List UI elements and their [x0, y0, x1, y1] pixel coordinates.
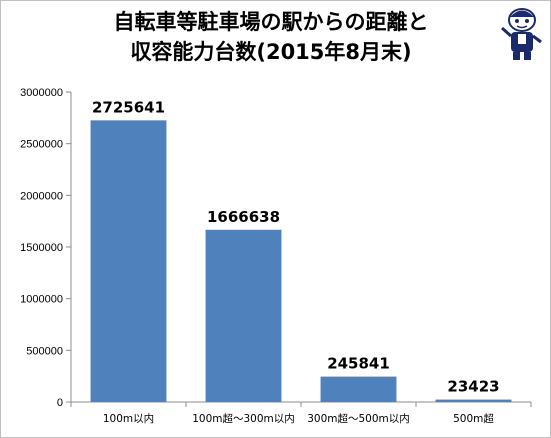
- y-tick-label: 1500000: [20, 242, 63, 254]
- y-tick-label: 3000000: [20, 87, 63, 99]
- chart-title-line-2: 収容能力台数(2015年8月末): [130, 40, 412, 64]
- x-tick-label: 100m以内: [103, 412, 154, 425]
- x-tick-label: 300m超〜500m以内: [307, 412, 410, 425]
- data-label: 2725641: [92, 98, 165, 116]
- bar-series: [90, 120, 512, 402]
- x-axis: 100m以内 100m超〜300m以内 300m超〜500m以内 500m超: [70, 401, 532, 425]
- y-axis: 0 500000 1000000 1500000 2000000 2500000 30000…: [20, 87, 72, 409]
- y-tick-label: 500000: [26, 345, 63, 357]
- bar: [320, 376, 397, 402]
- chart-title-line-1: 自転車等駐車場の駅からの距離と: [113, 10, 429, 34]
- data-label: 245841: [327, 355, 390, 373]
- y-tick-label: 2000000: [20, 190, 63, 202]
- data-label: 23423: [447, 378, 499, 396]
- mascot-logo: [501, 8, 542, 60]
- data-label: 1666638: [207, 208, 280, 226]
- data-labels: 2725641 1666638 245841 23423: [92, 98, 500, 395]
- y-tick-label: 2500000: [20, 139, 63, 151]
- x-tick-label: 500m超: [453, 412, 494, 425]
- bar: [435, 399, 512, 402]
- x-tick-label: 100m超〜300m以内: [192, 412, 295, 425]
- chart-title: 自転車等駐車場の駅からの距離と 収容能力台数(2015年8月末): [61, 7, 481, 67]
- bar: [205, 229, 282, 402]
- y-tick-label: 0: [57, 397, 63, 409]
- y-tick-label: 1000000: [20, 294, 63, 306]
- bar: [90, 120, 167, 402]
